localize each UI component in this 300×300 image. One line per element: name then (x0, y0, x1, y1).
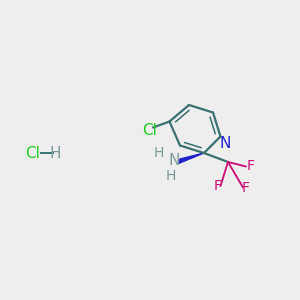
Text: Cl: Cl (26, 146, 40, 160)
Text: F: F (242, 181, 250, 194)
Text: F: F (214, 179, 221, 193)
Text: N: N (168, 153, 180, 168)
Polygon shape (178, 153, 204, 164)
Text: H: H (154, 146, 164, 160)
Text: H: H (50, 146, 61, 160)
Text: F: F (247, 160, 254, 173)
Text: N: N (219, 136, 231, 152)
Text: Cl: Cl (142, 123, 158, 138)
Text: H: H (166, 169, 176, 182)
